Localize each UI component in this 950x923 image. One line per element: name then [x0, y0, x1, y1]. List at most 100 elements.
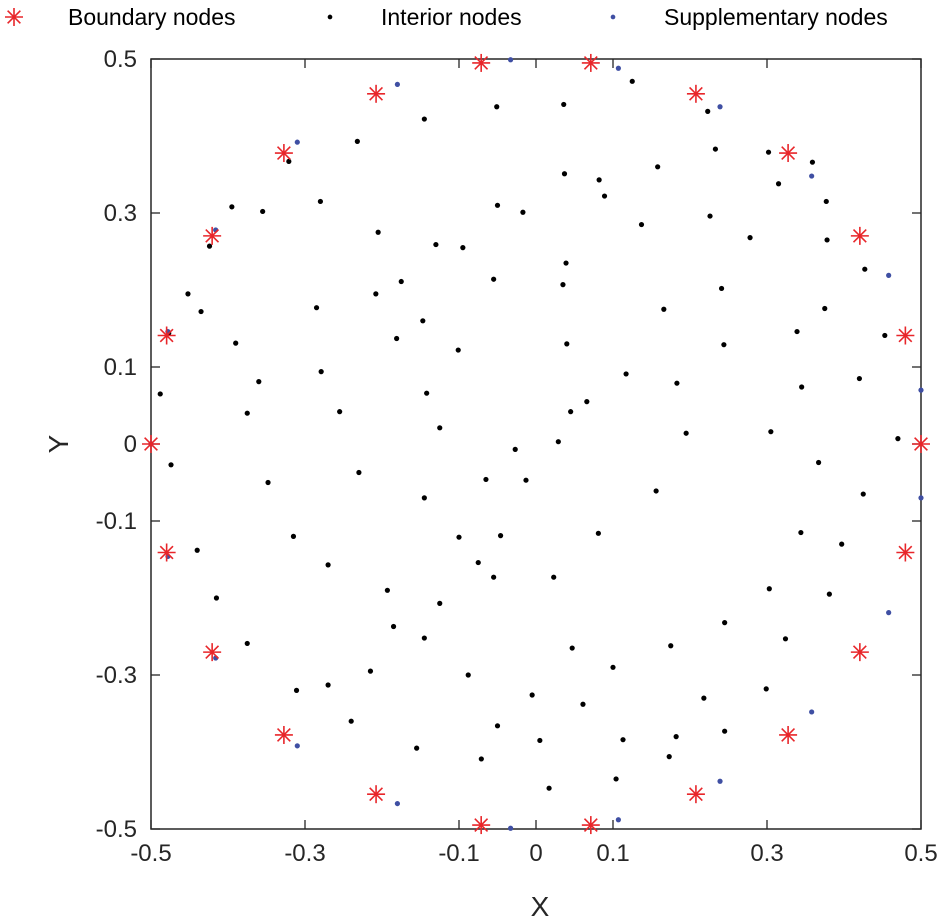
interior-node-point — [546, 785, 552, 791]
interior-node-point — [456, 534, 462, 540]
interior-node-point — [437, 425, 443, 431]
boundary-node-point — [779, 144, 798, 163]
interior-node-point — [895, 436, 901, 442]
interior-node-point — [185, 291, 191, 297]
interior-node-point — [782, 636, 789, 642]
y-tick-label: 0.5 — [104, 46, 137, 73]
supplementary-node-point — [394, 81, 400, 88]
boundary-node-point — [896, 543, 915, 562]
interior-node-point — [529, 692, 535, 698]
boundary-node-point — [850, 643, 869, 662]
interior-node-point — [705, 108, 711, 114]
interior-node-point — [244, 640, 250, 647]
supplementary-node-point — [294, 743, 300, 749]
x-tick-label: 0.1 — [596, 840, 629, 867]
interior-node-point — [809, 159, 816, 165]
interior-node-point — [433, 241, 439, 248]
plot-axes — [150, 58, 922, 830]
interior-node-point — [256, 379, 262, 385]
boundary-node-point — [581, 53, 600, 72]
interior-node-point — [537, 737, 543, 744]
legend-marker-supplementary-nodes — [610, 14, 616, 20]
interior-node-point — [313, 305, 320, 311]
interior-node-point — [286, 158, 292, 165]
interior-node-point — [375, 229, 381, 235]
y-axis-label: Y — [43, 434, 74, 453]
interior-node-point — [595, 530, 601, 536]
interior-node-point — [799, 384, 805, 390]
boundary-node-point — [686, 84, 705, 103]
interior-node-point — [856, 375, 863, 382]
interior-node-point — [318, 369, 324, 375]
interior-node-point — [668, 643, 674, 649]
interior-node-point — [673, 734, 679, 740]
interior-node-point — [421, 635, 427, 641]
data-points — [142, 53, 930, 835]
interior-node-point — [747, 235, 753, 241]
legend-item-supplementary-nodes: Supplementary nodes — [610, 4, 888, 30]
interior-node-point — [520, 209, 526, 215]
interior-node-point — [394, 335, 400, 342]
interior-node-point — [317, 198, 323, 205]
supplementary-node-point — [615, 817, 621, 823]
boundary-node-point — [157, 543, 176, 562]
interior-node-point — [596, 177, 602, 183]
interior-node-point — [712, 146, 719, 152]
interior-node-point — [613, 776, 619, 782]
interior-node-point — [882, 332, 888, 339]
interior-node-point — [421, 116, 427, 122]
boundary-node-point — [203, 226, 222, 245]
interior-node-point — [623, 371, 629, 377]
interior-node-point — [568, 409, 574, 415]
interior-node-point — [325, 682, 331, 688]
interior-node-point — [512, 446, 518, 452]
interior-node-point — [348, 718, 354, 724]
y-axis-ticks: -0.5 -0.3 -0.1 0 0.1 0.3 0.5 — [96, 46, 921, 843]
boundary-node-point — [472, 816, 491, 835]
interior-node-point — [655, 164, 661, 170]
interior-node-point — [798, 529, 804, 536]
y-tick-label: 0.1 — [104, 354, 137, 381]
boundary-node-point — [912, 435, 930, 453]
interior-node-point — [766, 586, 772, 592]
supplementary-node-point — [615, 65, 621, 71]
y-tick-label: 0.3 — [104, 200, 137, 227]
interior-node-point — [455, 347, 461, 353]
legend-item-interior-nodes: Interior nodes — [327, 4, 522, 30]
legend-marker-boundary-nodes — [5, 8, 23, 26]
supplementary-node-point — [886, 610, 892, 616]
interior-node-point — [560, 282, 566, 288]
x-tick-label: -0.3 — [284, 840, 325, 867]
supplementary-node-point — [809, 709, 815, 715]
boundary-node-point — [274, 144, 293, 163]
interior-node-point — [564, 341, 570, 347]
interior-node-point — [653, 488, 659, 494]
supplementary-node-point — [394, 800, 400, 807]
interior-node-point — [860, 491, 866, 497]
legend-label-supplementary-nodes: Supplementary nodes — [664, 4, 888, 30]
legend-marker-interior-nodes — [327, 14, 333, 20]
supplementary-node-point — [294, 139, 300, 145]
interior-node-point — [475, 559, 481, 566]
interior-node-point — [569, 645, 575, 651]
interior-node-point — [763, 686, 769, 692]
interior-node-point — [683, 430, 689, 436]
boundary-node-point — [142, 435, 160, 453]
interior-node-point — [465, 672, 471, 678]
interior-node-point — [424, 390, 430, 396]
interior-node-point — [551, 574, 557, 580]
interior-node-point — [491, 574, 497, 580]
interior-node-point — [356, 469, 362, 476]
interior-node-point — [265, 479, 271, 486]
supplementary-node-point — [507, 57, 514, 63]
interior-node-point — [494, 104, 500, 110]
interior-node-point — [244, 410, 250, 416]
supplementary-node-point — [886, 272, 892, 278]
interior-node-point — [718, 285, 725, 292]
interior-node-point — [206, 243, 213, 249]
interior-node-point — [478, 756, 484, 762]
interior-nodes-series — [157, 78, 901, 791]
interior-node-point — [293, 687, 300, 694]
interior-node-point — [398, 278, 404, 285]
